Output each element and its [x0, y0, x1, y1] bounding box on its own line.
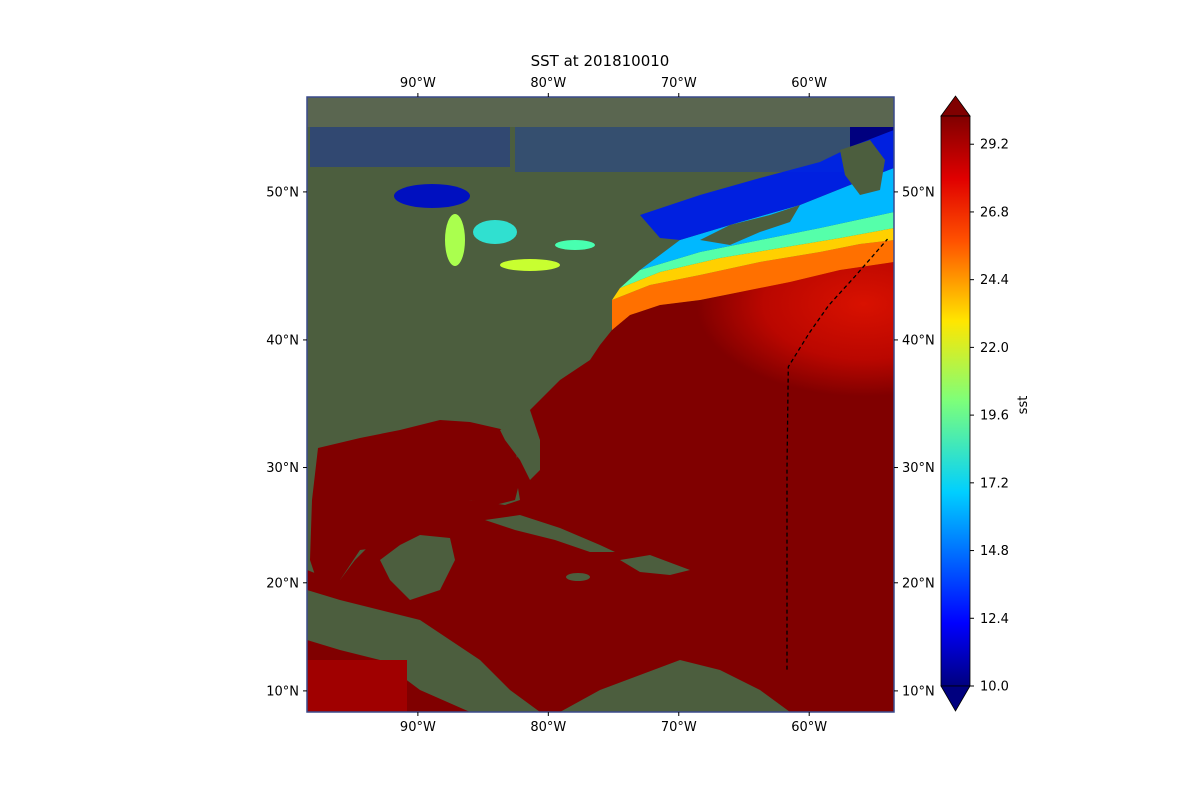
x-tick-top-label: 80°W [530, 76, 566, 91]
colorbar-tick-label: 29.2 [980, 138, 1009, 153]
storm-track [786, 238, 888, 670]
colorbar-extend-min [940, 685, 971, 712]
colorbar-tick-label: 12.4 [980, 612, 1009, 627]
land-north [307, 97, 894, 127]
colorbar-tick-label: 26.8 [980, 205, 1009, 220]
y-tick-left-label: 40°N [266, 333, 299, 348]
x-tick-bottom-label: 80°W [530, 720, 566, 735]
land-maritimes [700, 205, 800, 245]
sst-gulf-st-lawrence [640, 130, 894, 240]
x-tick-bottom-label: 90°W [400, 720, 436, 735]
colorbar: 10.0 12.4 14.8 17.2 19.6 22.0 24.4 26.8 29.2 sst [940, 95, 1031, 712]
y-tick-right-label: 40°N [902, 333, 935, 348]
sst-pacific [307, 660, 407, 712]
x-tick-top-label: 60°W [791, 76, 827, 91]
colorbar-label: sst [1016, 396, 1031, 415]
map-title: SST at 201810010 [530, 52, 670, 70]
y-tick-right-label: 20°N [902, 576, 935, 591]
colorbar-tick-label: 10.0 [980, 680, 1009, 695]
map-frame [306, 96, 895, 713]
y-ticks-right: 50°N 40°N 30°N 20°N 10°N [894, 185, 935, 699]
land-jamaica [566, 573, 590, 581]
land-hispaniola [620, 555, 690, 575]
sst-cool-band [612, 228, 894, 300]
land-cuba [485, 515, 615, 552]
land-newfoundland [840, 140, 885, 195]
sst-gulf-of-mexico [310, 420, 520, 590]
x-tick-top-label: 90°W [400, 76, 436, 91]
colorbar-tick-label: 14.8 [980, 544, 1009, 559]
x-ticks-top: 90°W 80°W 70°W 60°W [400, 76, 827, 97]
colorbar-tick-label: 22.0 [980, 341, 1009, 356]
sst-north-lakes [310, 127, 510, 167]
colorbar-ticks: 10.0 12.4 14.8 17.2 19.6 22.0 24.4 26.8 29.2 [970, 138, 1009, 695]
colorbar-tick-label: 24.4 [980, 273, 1009, 288]
colorbar-tick-label: 17.2 [980, 476, 1009, 491]
colorbar-extend-max [940, 95, 971, 117]
lake-superior [394, 184, 470, 208]
x-tick-bottom-label: 70°W [661, 720, 697, 735]
land-florida [500, 410, 540, 480]
x-tick-bottom-label: 60°W [791, 720, 827, 735]
y-tick-left-label: 20°N [266, 576, 299, 591]
sst-coastal-front [612, 240, 894, 330]
sst-north-lakes-east [515, 127, 850, 172]
sst-green-band [620, 212, 894, 288]
land-central-america [307, 590, 540, 712]
lake-ontario [555, 240, 595, 250]
x-ticks-bottom: 90°W 80°W 70°W 60°W [400, 712, 827, 735]
y-tick-left-label: 10°N [266, 684, 299, 699]
colorbar-tick-label: 19.6 [980, 409, 1009, 424]
y-tick-left-label: 50°N [266, 185, 299, 200]
lake-michigan [445, 214, 465, 266]
y-tick-left-label: 30°N [266, 461, 299, 476]
land-yucatan [380, 535, 455, 600]
y-tick-right-label: 10°N [902, 684, 935, 699]
y-tick-right-label: 30°N [902, 461, 935, 476]
y-ticks-left: 50°N 40°N 30°N 20°N 10°N [266, 185, 307, 699]
land-south-america [560, 660, 790, 712]
sst-gulf-stream [590, 262, 894, 430]
colorbar-bar [940, 115, 971, 687]
sst-map [307, 97, 894, 712]
x-tick-top-label: 70°W [661, 76, 697, 91]
lake-huron [473, 220, 517, 244]
lake-erie [500, 259, 560, 271]
y-tick-right-label: 50°N [902, 185, 935, 200]
